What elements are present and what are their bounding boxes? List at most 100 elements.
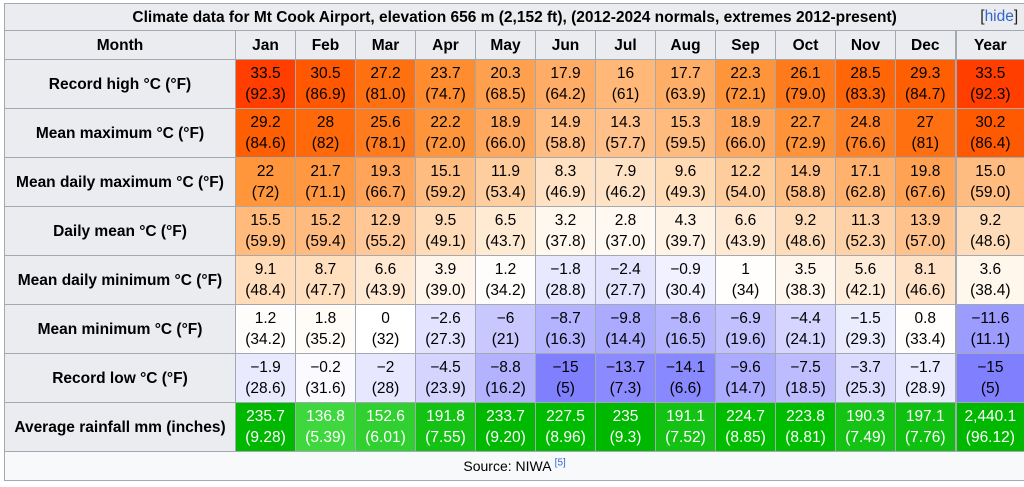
cell-value-imperial: (59.2)	[425, 184, 466, 201]
cell-value-imperial: (34)	[731, 282, 760, 299]
cell-value: 2.8	[614, 212, 637, 229]
cell-value-imperial: (48.6)	[785, 233, 826, 250]
cell-value: 3.6	[979, 261, 1002, 278]
table-row: Mean daily maximum °C (°F) 22 (72) 21.7 (71.…	[4, 157, 1024, 207]
hide-link[interactable]: hide	[984, 8, 1014, 25]
cell-value: −8.7	[550, 310, 581, 327]
cell-value: −14.1	[665, 359, 706, 376]
table-cell: 27.2 (81.0)	[355, 59, 416, 109]
cell-value-imperial: (27.3)	[425, 331, 466, 348]
table-cell: −1.7 (28.9)	[895, 353, 956, 403]
cell-value: 12.9	[370, 212, 401, 229]
cell-value-imperial: (59.4)	[305, 233, 346, 250]
cell-value-imperial: (48.4)	[245, 282, 286, 299]
reference-link[interactable]: [5]	[554, 456, 566, 468]
cell-value: 223.8	[786, 408, 825, 425]
cell-value-imperial: (57.7)	[605, 135, 646, 152]
cell-value: 6.6	[734, 212, 757, 229]
table-cell: 8.3 (46.9)	[535, 157, 596, 207]
cell-value: 12.2	[730, 163, 761, 180]
cell-value: 17.1	[850, 163, 881, 180]
table-row: Average rainfall mm (inches) 235.7 (9.28) 1…	[4, 402, 1024, 452]
cell-value-imperial: (19.6)	[725, 331, 766, 348]
cell-value: 1.2	[254, 310, 277, 327]
month-header-0: Jan	[235, 30, 296, 60]
cell-value: 14.3	[610, 114, 641, 131]
table-cell: 233.7 (9.20)	[475, 402, 536, 452]
table-cell: −7.5 (18.5)	[775, 353, 836, 403]
cell-value: −2.4	[610, 261, 641, 278]
table-cell: 191.1 (7.52)	[655, 402, 716, 452]
cell-value-imperial: (48.6)	[970, 233, 1011, 250]
cell-value: 8.7	[314, 261, 337, 278]
cell-value-imperial: (16.5)	[665, 331, 706, 348]
table-cell: 6.6 (43.9)	[715, 206, 776, 256]
cell-value-imperial: (6.6)	[669, 380, 702, 397]
year-header: Year	[954, 30, 1024, 60]
table-cell: 3.2 (37.8)	[535, 206, 596, 256]
table-cell: −0.2 (31.6)	[295, 353, 356, 403]
cell-value-imperial: (29.3)	[845, 331, 886, 348]
cell-value-imperial: (8.85)	[725, 429, 766, 446]
cell-value: 15.5	[250, 212, 281, 229]
cell-value-imperial: (59.9)	[245, 233, 286, 250]
cell-value-imperial: (63.9)	[665, 86, 706, 103]
cell-value-imperial: (38.3)	[785, 282, 826, 299]
cell-value: −11.6	[971, 310, 1010, 327]
cell-value-imperial: (24.1)	[785, 331, 826, 348]
cell-value: 9.2	[979, 212, 1002, 229]
cell-value-imperial: (57.0)	[905, 233, 946, 250]
month-header: Month	[4, 30, 236, 60]
cell-value-imperial: (9.28)	[245, 429, 286, 446]
cell-value: −8.6	[670, 310, 701, 327]
cell-value-imperial: (43.9)	[365, 282, 406, 299]
hide-toggle[interactable]: [hide]	[980, 8, 1019, 25]
cell-value: 15.3	[670, 114, 701, 131]
cell-value-imperial: (8.96)	[545, 429, 586, 446]
cell-value-imperial: (14.7)	[725, 380, 766, 397]
cell-value: −3.7	[850, 359, 881, 376]
cell-value-imperial: (9.20)	[485, 429, 526, 446]
cell-value-imperial: (42.1)	[845, 282, 886, 299]
cell-value-imperial: (72)	[251, 184, 280, 201]
table-cell: 235 (9.3)	[595, 402, 656, 452]
table-cell: 17.1 (62.8)	[835, 157, 896, 207]
cell-value-imperial: (72.9)	[785, 135, 826, 152]
cell-value: −1.9	[250, 359, 281, 376]
cell-value-imperial: (5)	[980, 380, 1000, 397]
cell-value-imperial: (96.12)	[965, 429, 1015, 446]
table-row: Record low °C (°F) −1.9 (28.6) −0.2 (31.6) −2…	[4, 353, 1024, 403]
table-cell: 9.5 (49.1)	[415, 206, 476, 256]
table-cell: 1 (34)	[715, 255, 776, 305]
cell-value: 28	[316, 114, 335, 131]
cell-value-imperial: (83.3)	[845, 86, 886, 103]
cell-value-imperial: (23.9)	[425, 380, 466, 397]
cell-value-imperial: (64.2)	[545, 86, 586, 103]
cell-value: 27.2	[370, 65, 401, 82]
row-label: Mean maximum °C (°F)	[4, 108, 236, 158]
cell-value: −8.8	[490, 359, 521, 376]
cell-value-imperial: (30.4)	[665, 282, 706, 299]
cell-value-imperial: (78.1)	[365, 135, 406, 152]
table-cell: 1.2 (34.2)	[235, 304, 296, 354]
cell-value: 235.7	[246, 408, 285, 425]
cell-value: 1.8	[314, 310, 337, 327]
table-cell: −0.9 (30.4)	[655, 255, 716, 305]
cell-value-imperial: (46.2)	[605, 184, 646, 201]
table-cell: 14.3 (57.7)	[595, 108, 656, 158]
table-cell: 6.6 (43.9)	[355, 255, 416, 305]
cell-value-imperial: (66.0)	[485, 135, 526, 152]
month-header-4: May	[475, 30, 536, 60]
table-cell: 17.7 (63.9)	[655, 59, 716, 109]
cell-value-imperial: (71.1)	[305, 184, 346, 201]
table-cell: −2.6 (27.3)	[415, 304, 476, 354]
table-row: Daily mean °C (°F) 15.5 (59.9) 15.2 (59.4) 12…	[4, 206, 1024, 256]
climate-box: Climate data for Mt Cook Airport, elevat…	[3, 3, 1024, 481]
cell-value-imperial: (43.7)	[485, 233, 526, 250]
cell-value-imperial: (58.8)	[545, 135, 586, 152]
cell-value: 224.7	[726, 408, 765, 425]
source-note: Source: NIWA [5]	[3, 451, 1024, 481]
month-header-2: Mar	[355, 30, 416, 60]
table-cell: 227.5 (8.96)	[535, 402, 596, 452]
table-cell: −11.6 (11.1)	[954, 304, 1024, 354]
